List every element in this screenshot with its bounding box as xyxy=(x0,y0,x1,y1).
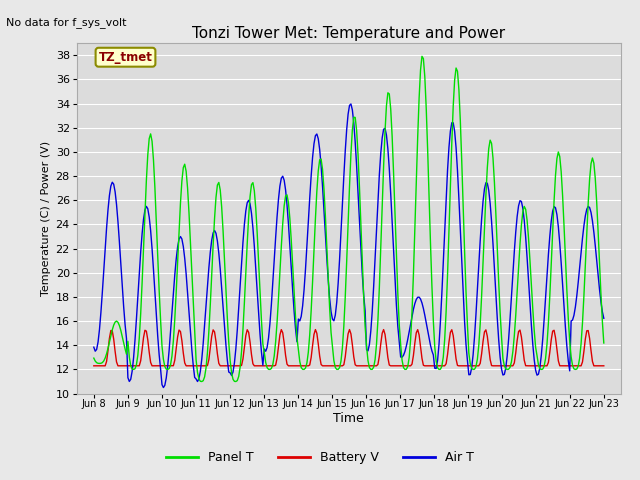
Text: TZ_tmet: TZ_tmet xyxy=(99,51,152,64)
Title: Tonzi Tower Met: Temperature and Power: Tonzi Tower Met: Temperature and Power xyxy=(192,25,506,41)
Y-axis label: Temperature (C) / Power (V): Temperature (C) / Power (V) xyxy=(42,141,51,296)
X-axis label: Time: Time xyxy=(333,412,364,425)
Legend: Panel T, Battery V, Air T: Panel T, Battery V, Air T xyxy=(161,446,479,469)
Text: No data for f_sys_volt: No data for f_sys_volt xyxy=(6,17,127,28)
